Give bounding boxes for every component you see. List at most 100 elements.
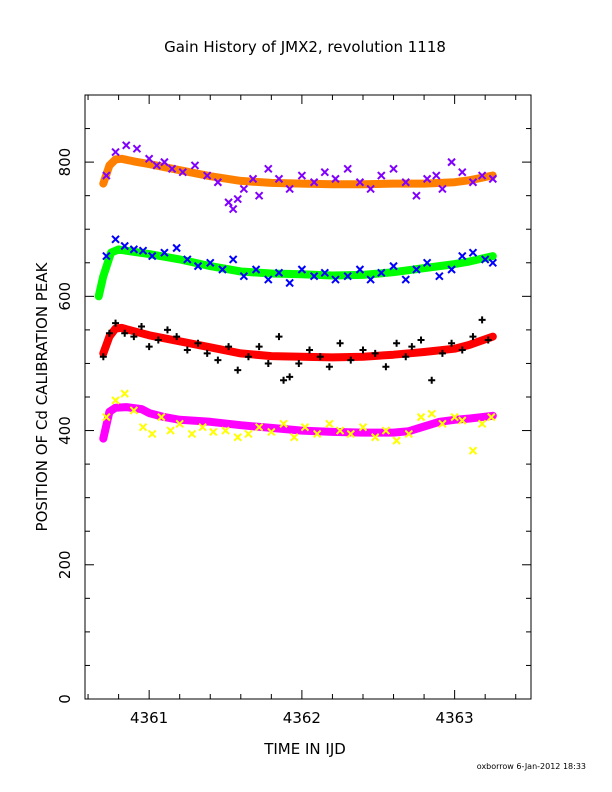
data-point	[285, 184, 294, 194]
data-point	[129, 406, 139, 415]
data-point	[359, 346, 367, 354]
trend-line	[94, 245, 497, 301]
data-point	[132, 144, 142, 153]
data-point	[382, 363, 390, 371]
data-point	[255, 343, 263, 351]
data-point	[468, 178, 478, 187]
data-point	[309, 271, 319, 281]
y-tick-label: 800	[56, 148, 74, 177]
data-point	[432, 171, 441, 180]
data-point	[458, 346, 466, 354]
data-point	[427, 409, 436, 418]
data-point	[178, 167, 187, 177]
data-point	[448, 339, 456, 347]
data-point	[477, 171, 487, 180]
data-point	[138, 422, 148, 432]
data-point	[320, 268, 330, 278]
data-point	[111, 147, 120, 157]
data-point	[213, 178, 223, 187]
data-point	[447, 157, 456, 167]
data-point	[458, 416, 467, 425]
data-point	[468, 248, 478, 257]
y-axis-label: POSITION OF Cd CALIBRATION PEAK	[33, 261, 51, 531]
data-point	[468, 446, 478, 455]
data-point	[312, 429, 322, 439]
data-point	[254, 191, 264, 200]
data-point	[121, 329, 129, 337]
data-point	[401, 178, 410, 187]
data-point	[120, 389, 129, 398]
axis-ticks: 4361 4362 4363 0 200 400 600 800	[56, 95, 531, 727]
data-point	[233, 194, 242, 204]
data-point	[370, 433, 380, 442]
data-point	[254, 422, 264, 432]
data-point	[147, 251, 157, 261]
data-point	[392, 436, 401, 445]
trend-series-4	[99, 323, 497, 362]
data-point	[122, 141, 131, 150]
data-point	[206, 258, 215, 267]
data-point	[129, 245, 139, 254]
data-point	[234, 366, 242, 374]
y-tick-label: 200	[56, 550, 74, 579]
data-point	[251, 265, 261, 274]
data-point	[295, 359, 303, 367]
data-point	[297, 171, 307, 180]
data-point	[488, 174, 498, 184]
data-point	[138, 323, 146, 331]
data-point	[279, 419, 288, 429]
data-point	[488, 258, 498, 267]
data-point	[428, 376, 436, 384]
data-point	[422, 174, 432, 184]
data-point	[477, 419, 487, 429]
plot-marks	[94, 141, 498, 455]
data-point	[371, 349, 379, 357]
data-point	[244, 429, 253, 439]
data-point	[402, 353, 410, 361]
data-point	[347, 356, 355, 364]
data-point	[280, 376, 288, 384]
data-point	[163, 326, 171, 334]
data-point	[203, 349, 211, 357]
data-point	[190, 161, 200, 170]
data-point	[335, 426, 345, 435]
data-point	[484, 336, 492, 344]
data-point	[239, 271, 249, 281]
data-point	[285, 278, 294, 288]
data-point	[167, 164, 177, 174]
data-point	[366, 184, 375, 194]
data-point	[458, 251, 467, 261]
data-point	[152, 161, 161, 170]
data-point	[412, 265, 421, 274]
data-point	[187, 429, 197, 439]
data-point	[404, 429, 414, 439]
data-point	[389, 261, 398, 271]
data-point	[401, 275, 410, 284]
data-point	[377, 171, 386, 180]
data-point	[336, 339, 344, 347]
point-series-3	[102, 235, 498, 288]
data-point	[160, 248, 169, 257]
data-point	[248, 174, 258, 184]
data-point	[393, 339, 401, 347]
data-point	[438, 419, 447, 429]
data-point	[417, 336, 425, 344]
trend-series-2	[94, 245, 497, 301]
trend-series-0	[99, 154, 497, 189]
data-point	[157, 412, 166, 422]
data-point	[218, 265, 227, 274]
data-point	[309, 178, 319, 187]
data-point	[221, 426, 230, 435]
data-point	[346, 429, 355, 439]
point-series-5	[99, 316, 492, 384]
data-point	[264, 359, 272, 367]
data-point	[264, 275, 273, 284]
data-point	[102, 412, 111, 422]
data-point	[469, 333, 477, 341]
data-point	[300, 422, 310, 432]
data-point	[145, 343, 153, 351]
data-point	[130, 333, 138, 341]
data-point	[274, 174, 284, 184]
trend-line	[99, 323, 497, 362]
